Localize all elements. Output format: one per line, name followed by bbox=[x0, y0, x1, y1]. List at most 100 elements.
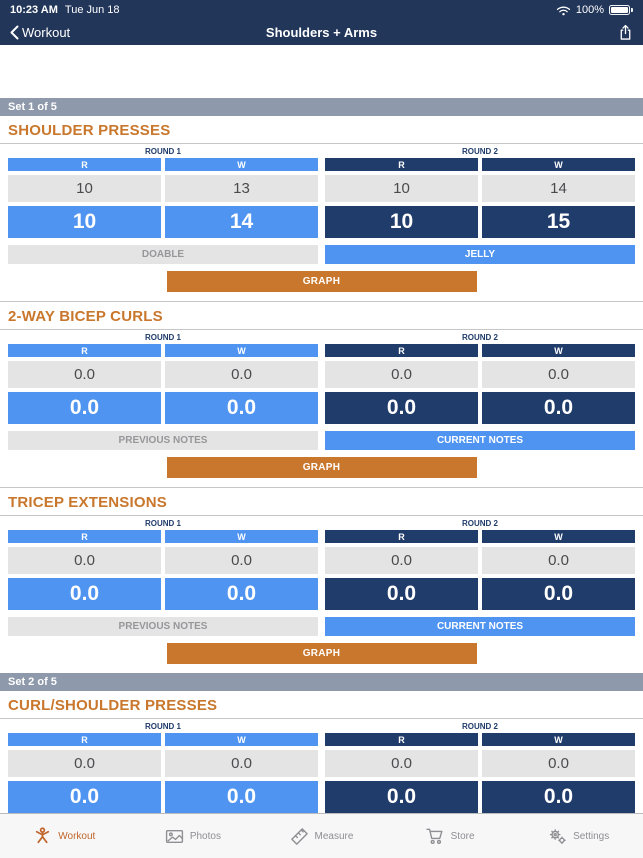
tab-bar: Workout Photos Measure bbox=[0, 813, 643, 858]
status-time: 10:23 AM bbox=[10, 4, 58, 16]
current-value-cell[interactable]: 0.0 bbox=[482, 392, 635, 424]
right-note-button[interactable]: JELLY bbox=[325, 245, 635, 264]
previous-value-cell: 0.0 bbox=[165, 361, 318, 388]
current-value-cell[interactable]: 0.0 bbox=[8, 781, 161, 813]
column-header-cell: R bbox=[8, 733, 161, 746]
column-header-cell: R bbox=[325, 733, 478, 746]
graph-row: GRAPH bbox=[8, 643, 635, 673]
current-value-cell[interactable]: 0.0 bbox=[325, 578, 478, 610]
tab-item-settings[interactable]: Settings bbox=[514, 814, 643, 858]
cart-icon bbox=[425, 827, 445, 846]
gears-icon bbox=[548, 827, 567, 846]
graph-button[interactable]: GRAPH bbox=[166, 643, 477, 664]
wifi-icon bbox=[556, 5, 571, 16]
left-note-button[interactable]: DOABLE bbox=[8, 245, 318, 264]
round-group: 10 14 bbox=[8, 206, 318, 238]
status-bar: 10:23 AM Tue Jun 18 100% bbox=[0, 0, 643, 20]
left-note-button[interactable]: PREVIOUS NOTES bbox=[8, 617, 318, 636]
current-value-cell[interactable]: 10 bbox=[8, 206, 161, 238]
column-header-cell: W bbox=[482, 158, 635, 171]
share-button[interactable] bbox=[618, 24, 633, 41]
current-value-cell[interactable]: 0.0 bbox=[482, 781, 635, 813]
exercise-title: 2-WAY BICEP CURLS bbox=[8, 308, 163, 325]
round-label: ROUND 2 bbox=[461, 722, 498, 731]
round-group: 10 14 bbox=[325, 175, 635, 202]
current-value-cell[interactable]: 14 bbox=[165, 206, 318, 238]
current-value-cell[interactable]: 0.0 bbox=[325, 392, 478, 424]
right-note-button[interactable]: CURRENT NOTES bbox=[325, 617, 635, 636]
tab-item-photos[interactable]: Photos bbox=[129, 814, 258, 858]
current-value-cell[interactable]: 0.0 bbox=[165, 781, 318, 813]
tab-item-store[interactable]: Store bbox=[386, 814, 515, 858]
exercise-divider bbox=[0, 329, 643, 330]
current-value-cell[interactable]: 10 bbox=[325, 206, 478, 238]
round-group: 0.0 0.0 bbox=[325, 781, 635, 813]
tab-item-measure[interactable]: Measure bbox=[257, 814, 386, 858]
battery-percent: 100% bbox=[575, 4, 604, 16]
column-header-cell: W bbox=[165, 158, 318, 171]
current-value-cell[interactable]: 15 bbox=[482, 206, 635, 238]
graph-button[interactable]: GRAPH bbox=[166, 457, 477, 478]
tab-label: Measure bbox=[314, 830, 354, 842]
previous-value-cell: 0.0 bbox=[165, 750, 318, 777]
current-value-cell[interactable]: 0.0 bbox=[482, 578, 635, 610]
round-label: ROUND 2 bbox=[461, 333, 498, 342]
round-group: 0.0 0.0 bbox=[8, 361, 318, 388]
round-label: ROUND 1 bbox=[144, 519, 181, 528]
status-right: 100% bbox=[556, 4, 633, 16]
round-labels-row: ROUND 1 ROUND 2 bbox=[8, 722, 635, 731]
round-group: 0.0 0.0 bbox=[325, 547, 635, 574]
tab-item-workout[interactable]: Workout bbox=[0, 814, 129, 858]
content-gap bbox=[0, 45, 643, 98]
ruler-icon bbox=[290, 827, 309, 846]
right-note-button[interactable]: CURRENT NOTES bbox=[325, 431, 635, 450]
previous-values-row: 0.0 0.0 0.0 0.0 bbox=[8, 361, 635, 388]
round-group: 0.0 0.0 bbox=[8, 392, 318, 424]
page-title: Shoulders + Arms bbox=[265, 25, 378, 40]
current-value-cell[interactable]: 0.0 bbox=[165, 392, 318, 424]
previous-value-cell: 0.0 bbox=[8, 750, 161, 777]
notes-row: PREVIOUS NOTES CURRENT NOTES bbox=[8, 617, 635, 636]
status-date: Tue Jun 18 bbox=[64, 4, 120, 16]
round-label: ROUND 2 bbox=[461, 519, 498, 528]
round-group: 10 15 bbox=[325, 206, 635, 238]
set-header: Set 1 of 5 bbox=[0, 98, 643, 116]
exercise-title: TRICEP EXTENSIONS bbox=[8, 494, 167, 511]
tab-label: Workout bbox=[58, 830, 96, 842]
previous-value-cell: 14 bbox=[482, 175, 635, 202]
round-labels-row: ROUND 1 ROUND 2 bbox=[8, 519, 635, 528]
notes-row: DOABLE JELLY bbox=[8, 245, 635, 264]
current-value-cell[interactable]: 0.0 bbox=[325, 781, 478, 813]
tab-label: Photos bbox=[189, 830, 221, 842]
round-group: 0.0 0.0 bbox=[8, 750, 318, 777]
back-button[interactable]: Workout bbox=[10, 25, 70, 40]
current-values-row: 0.0 0.0 0.0 0.0 bbox=[8, 781, 635, 813]
battery-tip bbox=[631, 8, 633, 12]
column-header-cell: W bbox=[482, 530, 635, 543]
current-value-cell[interactable]: 0.0 bbox=[8, 578, 161, 610]
exercise-divider bbox=[0, 515, 643, 516]
round-label: ROUND 1 bbox=[144, 147, 181, 156]
left-note-button[interactable]: PREVIOUS NOTES bbox=[8, 431, 318, 450]
current-value-cell[interactable]: 0.0 bbox=[165, 578, 318, 610]
round-group: 0.0 0.0 bbox=[325, 392, 635, 424]
previous-value-cell: 0.0 bbox=[8, 547, 161, 574]
previous-value-cell: 0.0 bbox=[325, 750, 478, 777]
notes-row: PREVIOUS NOTES CURRENT NOTES bbox=[8, 431, 635, 450]
graph-button[interactable]: GRAPH bbox=[166, 271, 477, 292]
round-group: 0.0 0.0 bbox=[325, 578, 635, 610]
share-icon bbox=[618, 24, 633, 41]
previous-value-cell: 0.0 bbox=[325, 547, 478, 574]
set-header: Set 2 of 5 bbox=[0, 673, 643, 691]
nav-bar: Workout Shoulders + Arms bbox=[0, 20, 643, 45]
current-value-cell[interactable]: 0.0 bbox=[8, 392, 161, 424]
